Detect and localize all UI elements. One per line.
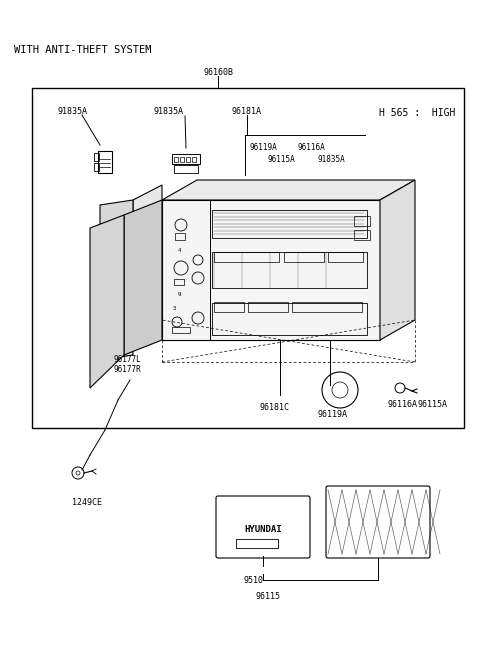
Bar [214,302,244,312]
Text: WITH ANTI-THEFT SYSTEM: WITH ANTI-THEFT SYSTEM [14,45,152,55]
Text: 91835A: 91835A [57,107,87,116]
Bar [94,163,99,171]
Text: HYUNDAI: HYUNDAI [244,526,282,535]
Bar [172,327,190,333]
Text: 96116A: 96116A [298,143,326,152]
Text: 96181C: 96181C [260,403,290,412]
Text: 96160B: 96160B [203,68,233,77]
Bar [212,210,367,238]
Text: 91835A: 91835A [153,107,183,116]
Bar [174,279,184,285]
Bar [94,153,99,161]
Bar [292,302,362,312]
Bar [328,252,363,262]
Text: 9: 9 [178,292,180,297]
Text: 1249CE: 1249CE [72,498,102,507]
Bar [248,302,288,312]
Text: 4: 4 [178,248,180,253]
Bar [236,539,278,548]
Bar [354,216,370,226]
Bar [284,252,324,262]
Text: 96181A: 96181A [232,107,262,116]
Bar [174,157,178,162]
Bar [214,252,279,262]
Text: 91835A: 91835A [318,155,346,164]
Bar [354,230,370,240]
Text: 96115A: 96115A [268,155,296,164]
Text: 96119A: 96119A [250,143,278,152]
Bar [32,88,464,428]
Text: 3: 3 [173,306,176,311]
Polygon shape [100,200,133,360]
Bar [174,165,198,173]
Bar [186,157,190,162]
Bar [172,154,200,164]
Bar [212,303,367,335]
Bar [212,252,367,288]
Text: 96119A: 96119A [318,410,348,419]
Polygon shape [133,185,162,335]
Text: 96115A: 96115A [418,400,448,409]
Polygon shape [380,180,415,340]
Text: 96116A: 96116A [387,400,417,409]
Text: 96177L: 96177L [114,355,142,364]
Text: 96177R: 96177R [114,365,142,374]
Bar [98,151,112,173]
Polygon shape [90,215,124,388]
Bar [162,200,380,340]
Bar [175,233,185,240]
Bar [180,157,184,162]
Text: 96115: 96115 [255,592,280,601]
Text: 9510: 9510 [243,576,263,585]
Polygon shape [162,180,415,200]
Text: H 565 :  HIGH: H 565 : HIGH [379,108,455,118]
Polygon shape [124,200,162,355]
Bar [192,157,196,162]
